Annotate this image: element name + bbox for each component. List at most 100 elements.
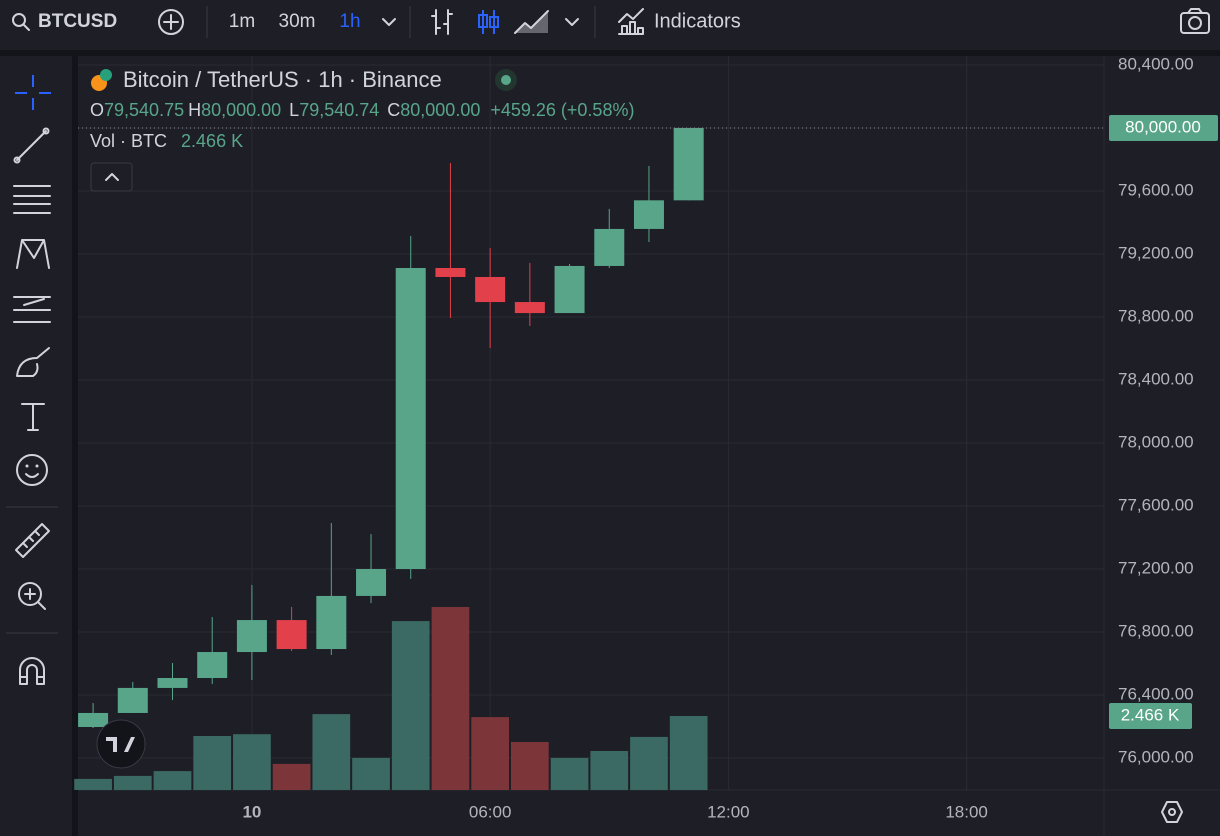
coin-icon bbox=[100, 69, 112, 81]
logo bbox=[96, 719, 146, 769]
volume-bar bbox=[153, 771, 192, 790]
market-status bbox=[501, 75, 511, 85]
volume-bar bbox=[550, 757, 589, 790]
y-tick-label: 77,600.00 bbox=[1118, 495, 1194, 514]
candle-body bbox=[633, 200, 664, 229]
y-tick-label: 76,000.00 bbox=[1118, 748, 1194, 767]
forecast-tool[interactable] bbox=[13, 296, 51, 323]
interval[interactable]: 1m bbox=[229, 11, 255, 32]
candle-body bbox=[117, 687, 148, 713]
candle-body bbox=[78, 712, 109, 727]
ohlc-value: 80,000.00 bbox=[400, 100, 480, 120]
candle-body bbox=[197, 652, 228, 679]
area-style-icon[interactable] bbox=[514, 10, 549, 34]
trend-line-tool[interactable] bbox=[13, 127, 50, 164]
candle-body bbox=[276, 620, 307, 650]
bar-style-icon[interactable] bbox=[431, 9, 453, 35]
candle-body bbox=[236, 620, 267, 653]
interval-menu[interactable] bbox=[382, 18, 396, 26]
ohlc-key: L bbox=[289, 100, 299, 120]
indicators-button[interactable]: Indicators bbox=[618, 8, 741, 35]
y-tick-label: 79,600.00 bbox=[1118, 180, 1194, 199]
volume-tag bbox=[1109, 703, 1192, 730]
x-tick-label: 10 bbox=[242, 802, 261, 821]
ohlc-legend: O79,540.75 H80,000.00 L79,540.74 C80,000.00… bbox=[90, 100, 634, 120]
add-symbol[interactable] bbox=[158, 9, 184, 35]
x-tick-label: 12:00 bbox=[707, 802, 750, 821]
volume-bar bbox=[74, 778, 112, 790]
magnet-tool[interactable] bbox=[19, 657, 45, 685]
text-tool[interactable] bbox=[21, 403, 45, 431]
fib-tool[interactable] bbox=[13, 185, 51, 214]
candle-body bbox=[673, 127, 704, 201]
candle-body bbox=[514, 302, 545, 314]
symbol[interactable]: BTCUSD bbox=[38, 11, 117, 32]
candle-body bbox=[554, 265, 585, 314]
volume-bar bbox=[669, 716, 708, 790]
plot-area: 80,400.00 80,000.00 79,600.00 79,200.00 78,8… bbox=[74, 54, 1194, 821]
y-tick-label: 76,400.00 bbox=[1118, 685, 1194, 704]
pattern-tool[interactable] bbox=[16, 239, 50, 269]
volume-tag-label: 2.466 K bbox=[1121, 706, 1180, 725]
volume-key: Vol · BTC bbox=[90, 131, 167, 151]
ohlc-value: 79,540.75 bbox=[104, 100, 184, 120]
y-tick-label: 78,800.00 bbox=[1118, 306, 1194, 325]
volume-legend: Vol · BTC 2.466 K bbox=[90, 131, 243, 151]
top-bar bbox=[0, 0, 1220, 50]
y-tick-label: 79,200.00 bbox=[1118, 243, 1194, 262]
x-tick-label: 06:00 bbox=[469, 802, 512, 821]
y-tick-label: 78,000.00 bbox=[1118, 432, 1194, 451]
brush-tool[interactable] bbox=[16, 347, 50, 377]
interval[interactable]: 30m bbox=[279, 11, 316, 32]
volume-bar bbox=[391, 621, 430, 790]
price-tag-label: 80,000.00 bbox=[1125, 117, 1201, 136]
y-tick-label: 76,800.00 bbox=[1118, 622, 1194, 641]
candle-body bbox=[356, 569, 387, 596]
zoom-tool[interactable] bbox=[18, 582, 46, 610]
emoji-tool[interactable] bbox=[16, 454, 48, 486]
screenshot-button[interactable] bbox=[1180, 8, 1210, 34]
ohlc-value: 80,000.00 bbox=[201, 100, 281, 120]
volume-bar bbox=[511, 742, 549, 790]
volume-bar bbox=[590, 751, 629, 790]
y-tick-label: 77,200.00 bbox=[1118, 558, 1194, 577]
candle-body bbox=[594, 228, 625, 266]
ohlc-key: H bbox=[188, 100, 201, 120]
y-tick-label: 78,400.00 bbox=[1118, 369, 1194, 388]
volume-bar bbox=[471, 717, 509, 790]
style-menu[interactable] bbox=[565, 18, 579, 26]
volume-bar bbox=[431, 607, 470, 790]
volume-bar bbox=[193, 736, 232, 790]
collapse-legend[interactable] bbox=[90, 162, 133, 192]
y-tick-label: 80,400.00 bbox=[1118, 54, 1194, 73]
candle-style-icon[interactable] bbox=[478, 10, 499, 34]
candle-body bbox=[157, 678, 188, 688]
volume-bar bbox=[312, 714, 351, 790]
crosshair-tool[interactable] bbox=[15, 75, 51, 110]
ruler-tool[interactable] bbox=[15, 523, 50, 558]
candle-body bbox=[316, 595, 347, 650]
indicators-label[interactable]: Indicators bbox=[654, 10, 741, 32]
settings-button[interactable] bbox=[1161, 801, 1183, 823]
volume-bar bbox=[630, 736, 668, 790]
candle-body bbox=[395, 268, 426, 570]
ohlc-value: 79,540.74 bbox=[299, 100, 379, 120]
candle-body bbox=[435, 268, 466, 277]
price-tag bbox=[1109, 114, 1218, 141]
volume-bar bbox=[113, 775, 152, 790]
symbol-search[interactable]: BTCUSD bbox=[12, 11, 117, 32]
volume-bar bbox=[233, 734, 271, 790]
volume-value: 2.466 K bbox=[181, 131, 243, 151]
candle-body bbox=[475, 276, 506, 303]
x-tick-label: 18:00 bbox=[945, 802, 988, 821]
legend-title: Bitcoin / TetherUS · 1h · Binance bbox=[123, 67, 442, 92]
change: +459.26 (+0.58%) bbox=[490, 100, 634, 120]
ohlc-key: C bbox=[387, 100, 400, 120]
left-toolbar bbox=[0, 56, 72, 836]
interval-active[interactable]: 1h bbox=[339, 11, 360, 32]
volume-bar bbox=[272, 763, 311, 790]
volume-bar bbox=[352, 757, 390, 790]
ohlc-key: O bbox=[90, 100, 104, 120]
